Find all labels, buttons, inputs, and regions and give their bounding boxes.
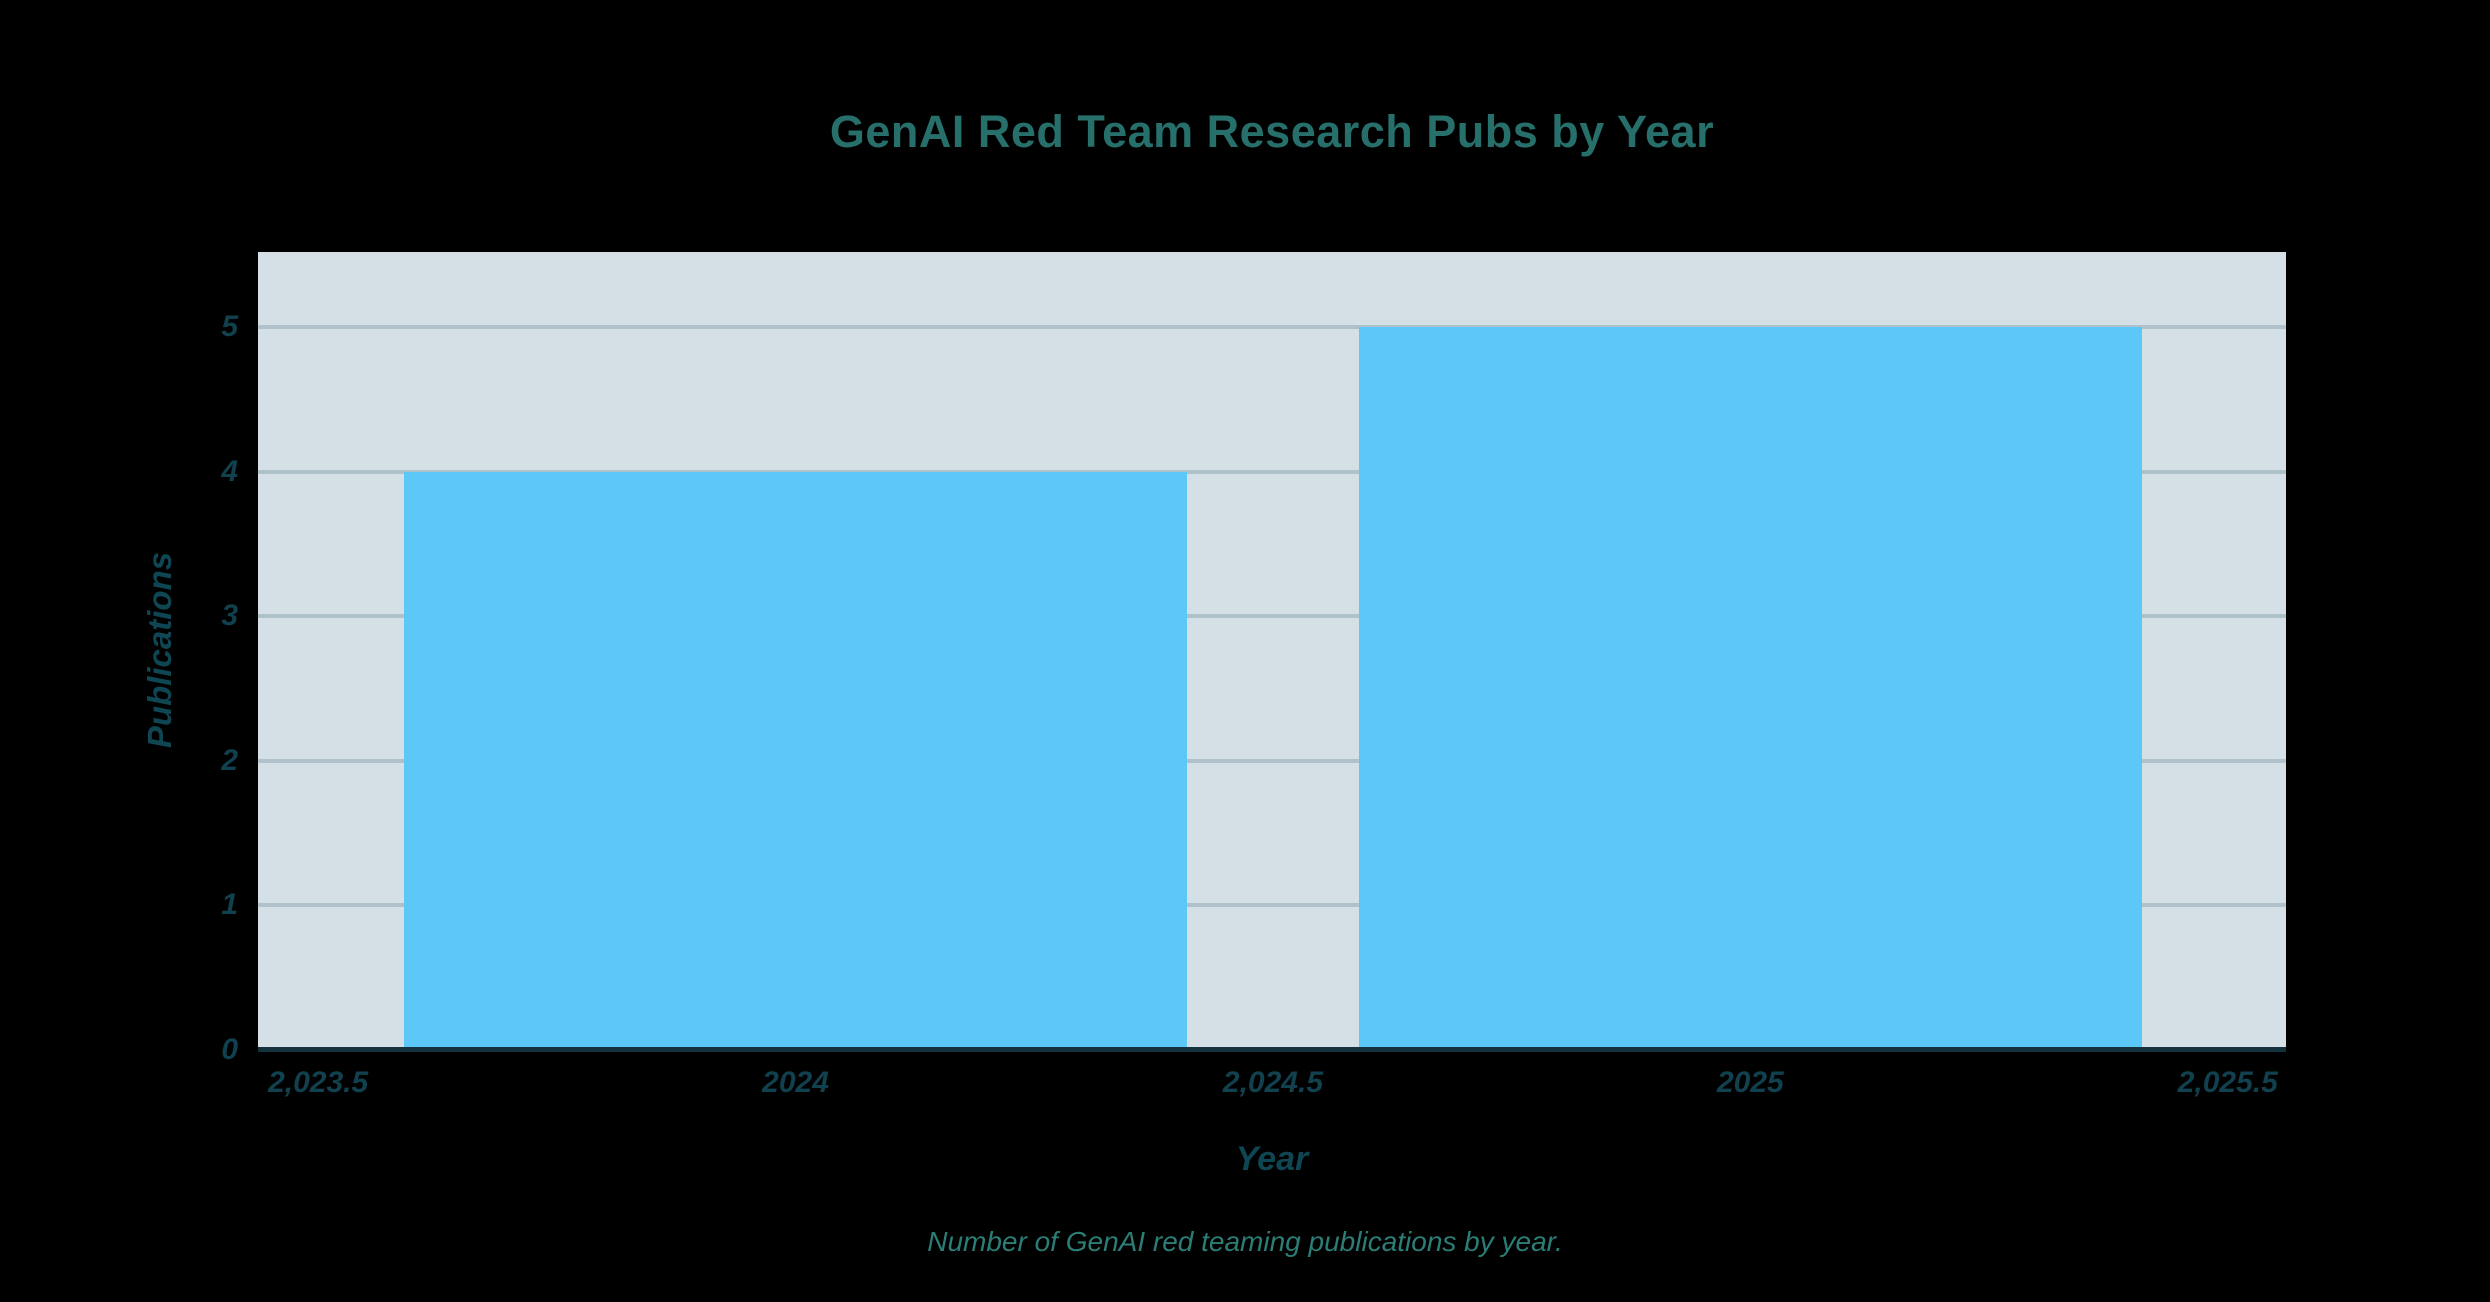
x-axis-label: Year [1235,1140,1309,1178]
y-tick-label-3: 3 [221,599,238,633]
x-tick-label-2025: 2025 [1716,1066,1784,1099]
gridline-y-5 [258,325,2286,330]
y-tick-label-1: 1 [221,888,238,922]
bar-2024 [404,471,1188,1050]
chart-title: GenAI Red Team Research Pubs by Year [829,106,1715,157]
chart-caption: Number of GenAI red teaming publications… [927,1226,1563,1257]
y-tick-label-0: 0 [221,1033,238,1066]
gridline-y-4 [258,469,2286,474]
bar-2025 [1358,327,2142,1050]
x-tick-label-2024: 2024 [762,1066,829,1099]
y-tick-label-4: 4 [221,454,238,488]
gridline-y-1 [258,903,2286,908]
plot-area [258,252,2286,1052]
y-axis-label: Publications [141,551,178,749]
y-tick-label-2: 2 [221,743,238,777]
y-tick-label-5: 5 [221,310,238,344]
x-tick-label-2025.5: 2,025.5 [2177,1066,2278,1099]
gridline-y-2 [258,758,2286,763]
gridline-y-3 [258,614,2286,619]
x-tick-label-2024.5: 2,024.5 [1222,1066,1323,1099]
x-tick-label-2023.5: 2,023.5 [268,1066,369,1099]
x-axis-line [258,1047,2286,1052]
